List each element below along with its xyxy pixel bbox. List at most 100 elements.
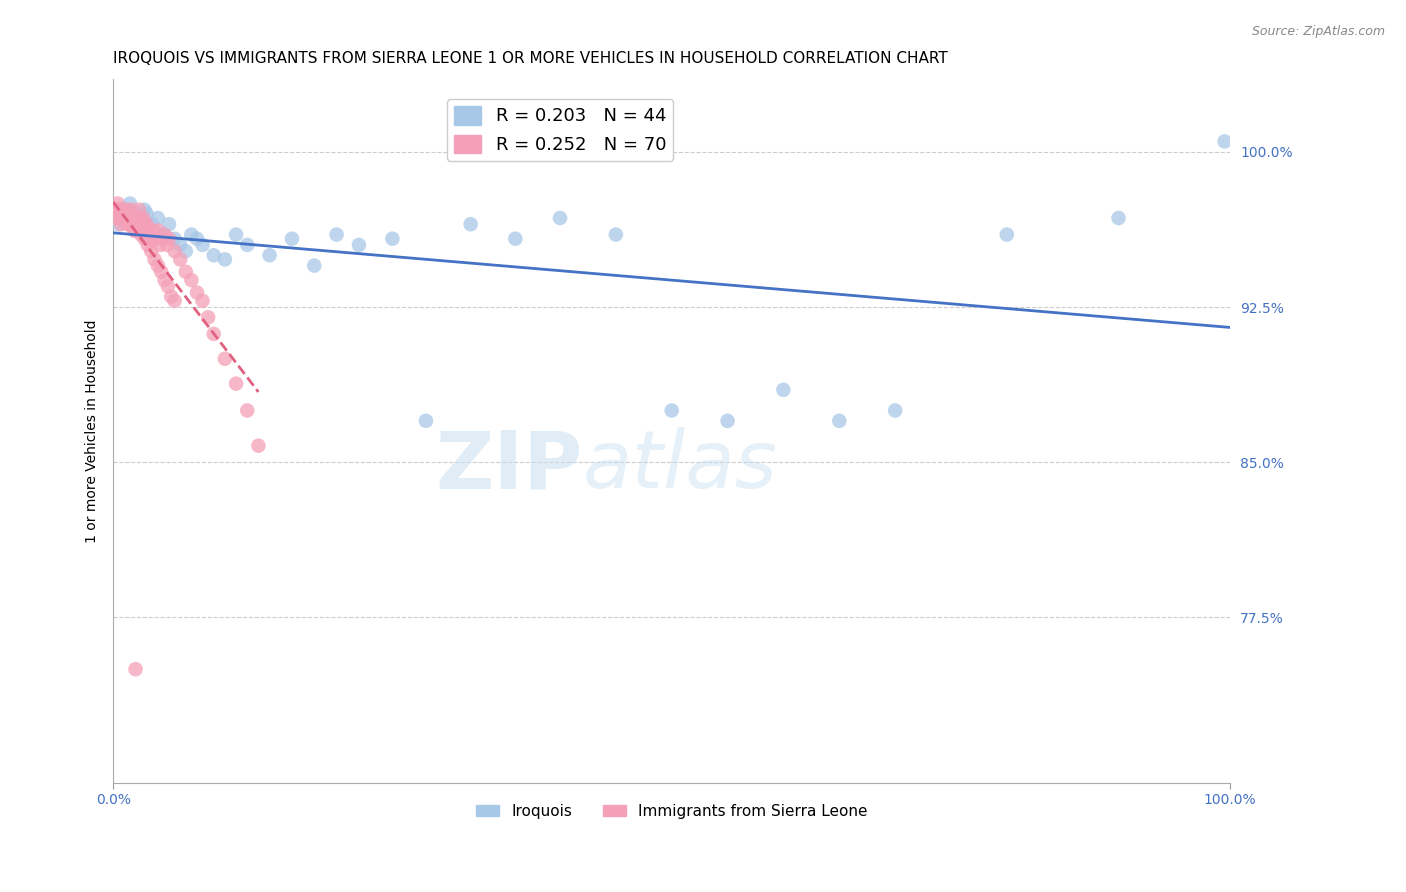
- Point: [1108, 211, 1130, 225]
- Point: [118, 211, 141, 225]
- Point: [156, 279, 179, 293]
- Point: [129, 227, 152, 242]
- Point: [381, 232, 404, 246]
- Point: [163, 244, 186, 259]
- Point: [107, 217, 129, 231]
- Text: Source: ZipAtlas.com: Source: ZipAtlas.com: [1251, 25, 1385, 38]
- Point: [131, 223, 153, 237]
- Point: [146, 211, 169, 225]
- Point: [995, 227, 1018, 242]
- Point: [124, 207, 146, 221]
- Point: [120, 202, 142, 217]
- Point: [225, 376, 247, 391]
- Y-axis label: 1 or more Vehicles in Household: 1 or more Vehicles in Household: [86, 319, 100, 543]
- Point: [225, 227, 247, 242]
- Point: [120, 211, 142, 225]
- Point: [138, 227, 160, 242]
- Point: [124, 223, 146, 237]
- Point: [180, 273, 202, 287]
- Point: [214, 252, 236, 267]
- Point: [202, 326, 225, 341]
- Point: [141, 244, 163, 259]
- Point: [772, 383, 794, 397]
- Point: [143, 252, 166, 267]
- Point: [125, 217, 148, 231]
- Point: [146, 223, 169, 237]
- Point: [107, 196, 129, 211]
- Point: [169, 238, 191, 252]
- Point: [118, 196, 141, 211]
- Point: [112, 211, 135, 225]
- Point: [127, 217, 149, 231]
- Point: [105, 211, 128, 225]
- Point: [186, 232, 208, 246]
- Point: [142, 223, 165, 237]
- Point: [112, 207, 135, 221]
- Point: [121, 217, 143, 231]
- Point: [134, 202, 156, 217]
- Point: [141, 217, 163, 231]
- Point: [134, 217, 156, 231]
- Point: [108, 202, 131, 217]
- Point: [191, 238, 214, 252]
- Point: [112, 202, 135, 217]
- Point: [236, 403, 259, 417]
- Point: [153, 273, 176, 287]
- Point: [153, 227, 176, 242]
- Point: [152, 227, 174, 242]
- Point: [110, 217, 132, 231]
- Point: [605, 227, 627, 242]
- Point: [505, 232, 527, 246]
- Point: [111, 211, 134, 225]
- Point: [160, 290, 183, 304]
- Point: [548, 211, 571, 225]
- Point: [180, 227, 202, 242]
- Point: [202, 248, 225, 262]
- Point: [107, 211, 129, 225]
- Point: [191, 293, 214, 308]
- Point: [163, 232, 186, 246]
- Text: atlas: atlas: [582, 427, 778, 506]
- Point: [156, 238, 179, 252]
- Point: [112, 211, 135, 225]
- Point: [107, 202, 129, 217]
- Point: [716, 414, 738, 428]
- Point: [128, 202, 150, 217]
- Point: [174, 265, 197, 279]
- Point: [149, 238, 172, 252]
- Point: [135, 217, 157, 231]
- Point: [259, 248, 281, 262]
- Text: ZIP: ZIP: [434, 427, 582, 506]
- Point: [132, 211, 155, 225]
- Point: [114, 211, 136, 225]
- Point: [124, 223, 146, 237]
- Point: [197, 310, 219, 325]
- Point: [347, 238, 370, 252]
- Point: [122, 211, 145, 225]
- Point: [214, 351, 236, 366]
- Point: [661, 403, 683, 417]
- Point: [105, 202, 128, 217]
- Point: [236, 238, 259, 252]
- Point: [325, 227, 347, 242]
- Point: [129, 211, 152, 225]
- Point: [460, 217, 482, 231]
- Point: [118, 217, 141, 231]
- Point: [304, 259, 326, 273]
- Point: [127, 211, 149, 225]
- Point: [145, 232, 167, 246]
- Point: [127, 217, 149, 231]
- Legend: Iroquois, Immigrants from Sierra Leone: Iroquois, Immigrants from Sierra Leone: [470, 797, 873, 825]
- Point: [124, 211, 146, 225]
- Point: [135, 223, 157, 237]
- Point: [117, 207, 139, 221]
- Point: [186, 285, 208, 300]
- Point: [150, 232, 173, 246]
- Point: [134, 232, 156, 246]
- Point: [146, 259, 169, 273]
- Point: [110, 207, 132, 221]
- Point: [117, 217, 139, 231]
- Text: IROQUOIS VS IMMIGRANTS FROM SIERRA LEONE 1 OR MORE VEHICLES IN HOUSEHOLD CORRELA: IROQUOIS VS IMMIGRANTS FROM SIERRA LEONE…: [114, 51, 948, 66]
- Point: [115, 202, 138, 217]
- Point: [150, 265, 173, 279]
